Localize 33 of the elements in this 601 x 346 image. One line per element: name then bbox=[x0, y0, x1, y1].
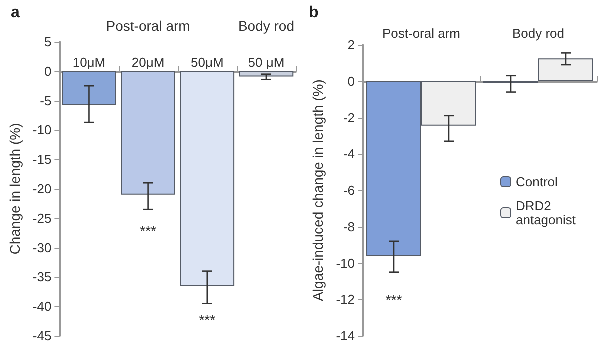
x-tick-label: 50 μM bbox=[248, 55, 285, 70]
y-axis-title: Algae-induced change in length (%) bbox=[310, 80, 326, 302]
legend-label: DRD2 antagonist bbox=[516, 198, 576, 228]
y-tick-label: 5 bbox=[44, 34, 52, 50]
y-tick-label: -2 bbox=[343, 110, 355, 126]
y-tick-label: -45 bbox=[32, 328, 52, 344]
y-tick-label: -10 bbox=[32, 122, 52, 138]
y-tick-label: -15 bbox=[32, 152, 52, 168]
y-tick-label: -14 bbox=[336, 328, 355, 344]
x-tick-label: 10μM bbox=[72, 55, 106, 70]
y-tick-label: -20 bbox=[32, 182, 52, 196]
y-tick-label: -8 bbox=[343, 219, 355, 234]
y-tick-label: -10 bbox=[336, 256, 355, 271]
y-tick-label: -4 bbox=[343, 146, 355, 162]
y-tick-label: -35 bbox=[32, 270, 52, 285]
y-tick-label: -12 bbox=[336, 292, 355, 308]
annotation: *** bbox=[386, 292, 403, 308]
x-tick-label: 20μM bbox=[132, 55, 165, 70]
x-tick-label: 50μM bbox=[190, 55, 224, 70]
chart-title: b bbox=[309, 4, 319, 22]
y-tick-label: -6 bbox=[343, 183, 355, 198]
y-tick-label: -30 bbox=[32, 240, 52, 256]
annotation: *** bbox=[199, 312, 216, 328]
y-tick-label: -25 bbox=[32, 210, 52, 226]
y-tick-label: -5 bbox=[40, 93, 52, 108]
y-tick-label: -40 bbox=[32, 299, 52, 314]
annotation: *** bbox=[140, 223, 158, 239]
chart-title: a bbox=[11, 4, 20, 22]
y-tick-label: 0 bbox=[44, 64, 52, 79]
y-axis-title: Change in length (%) bbox=[7, 123, 23, 255]
y-tick-label: 0 bbox=[348, 74, 355, 89]
legend-label: Control bbox=[516, 174, 558, 190]
y-tick-label: 2 bbox=[348, 38, 355, 52]
